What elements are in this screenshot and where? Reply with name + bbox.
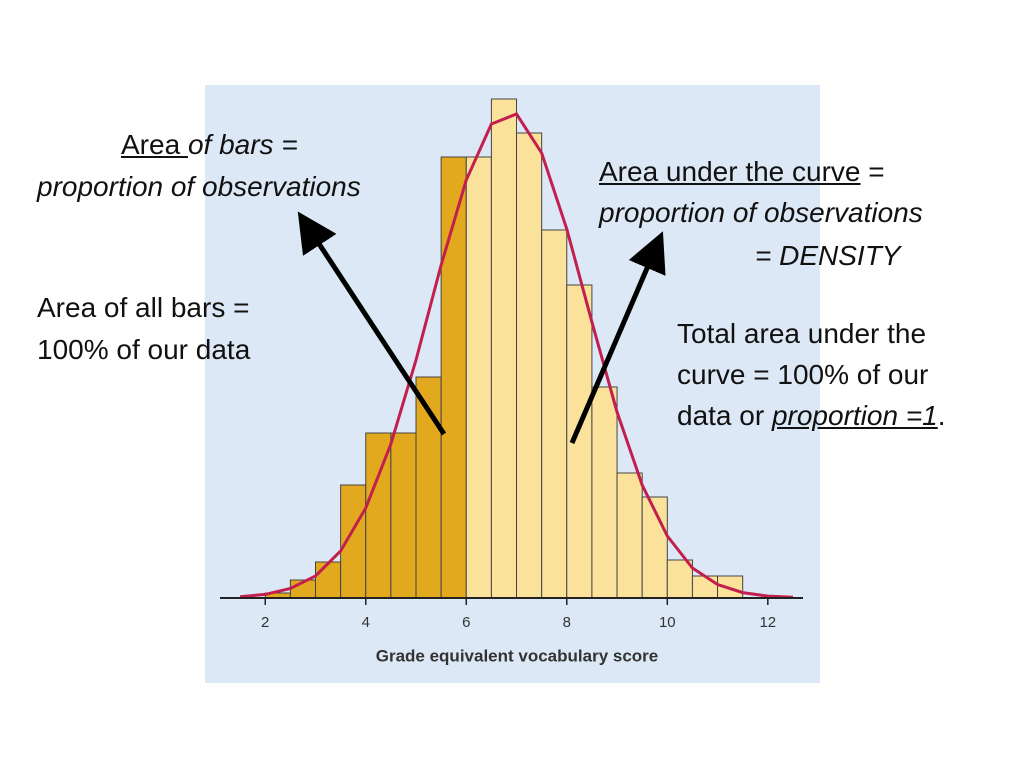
annotation: Area under the curve =	[599, 151, 885, 193]
bar	[365, 432, 392, 599]
bar	[541, 229, 568, 599]
bar	[516, 132, 543, 599]
x-tick-label: 8	[563, 614, 571, 631]
bar	[465, 156, 492, 599]
x-tick-label: 6	[462, 614, 470, 631]
annotation: proportion of observations	[37, 171, 361, 202]
annotation: proportion of observations	[599, 197, 923, 228]
arrow	[569, 231, 666, 444]
x-axis-label: Grade equivalent vocabulary score	[376, 646, 659, 665]
x-tick-label: 10	[659, 614, 676, 631]
x-tick-label: 2	[261, 614, 269, 631]
bar	[666, 559, 693, 599]
annotation-term: proportion =1	[771, 400, 938, 431]
annotation-text: =	[860, 156, 885, 187]
bar	[591, 386, 618, 599]
x-tick-label: 4	[362, 614, 370, 631]
bar	[390, 432, 417, 599]
bar	[340, 484, 367, 599]
annotation-text: data or	[677, 400, 772, 431]
density-curve	[239, 112, 794, 599]
arrow	[297, 211, 447, 436]
annotation: Area of all bars =	[37, 292, 250, 323]
annotation-text: .	[937, 400, 946, 431]
annotation: = DENSITY	[755, 240, 901, 271]
annotation: Area of bars =	[121, 124, 298, 166]
annotation-term: Area	[121, 129, 188, 160]
annotation-text: of bars =	[187, 129, 298, 160]
x-tick-label: 12	[759, 614, 776, 631]
annotation: data or proportion =1.	[677, 395, 946, 437]
annotation: curve = 100% of our	[677, 359, 929, 390]
annotation: Total area under the	[677, 318, 927, 349]
bar	[490, 98, 518, 599]
annotation-term: Area under the curve	[599, 156, 861, 187]
plot: 2 4 6 8 10 12	[220, 98, 803, 631]
bar	[314, 561, 342, 599]
bar	[616, 472, 643, 599]
bar	[691, 575, 719, 599]
annotation: 100% of our data	[37, 334, 251, 365]
